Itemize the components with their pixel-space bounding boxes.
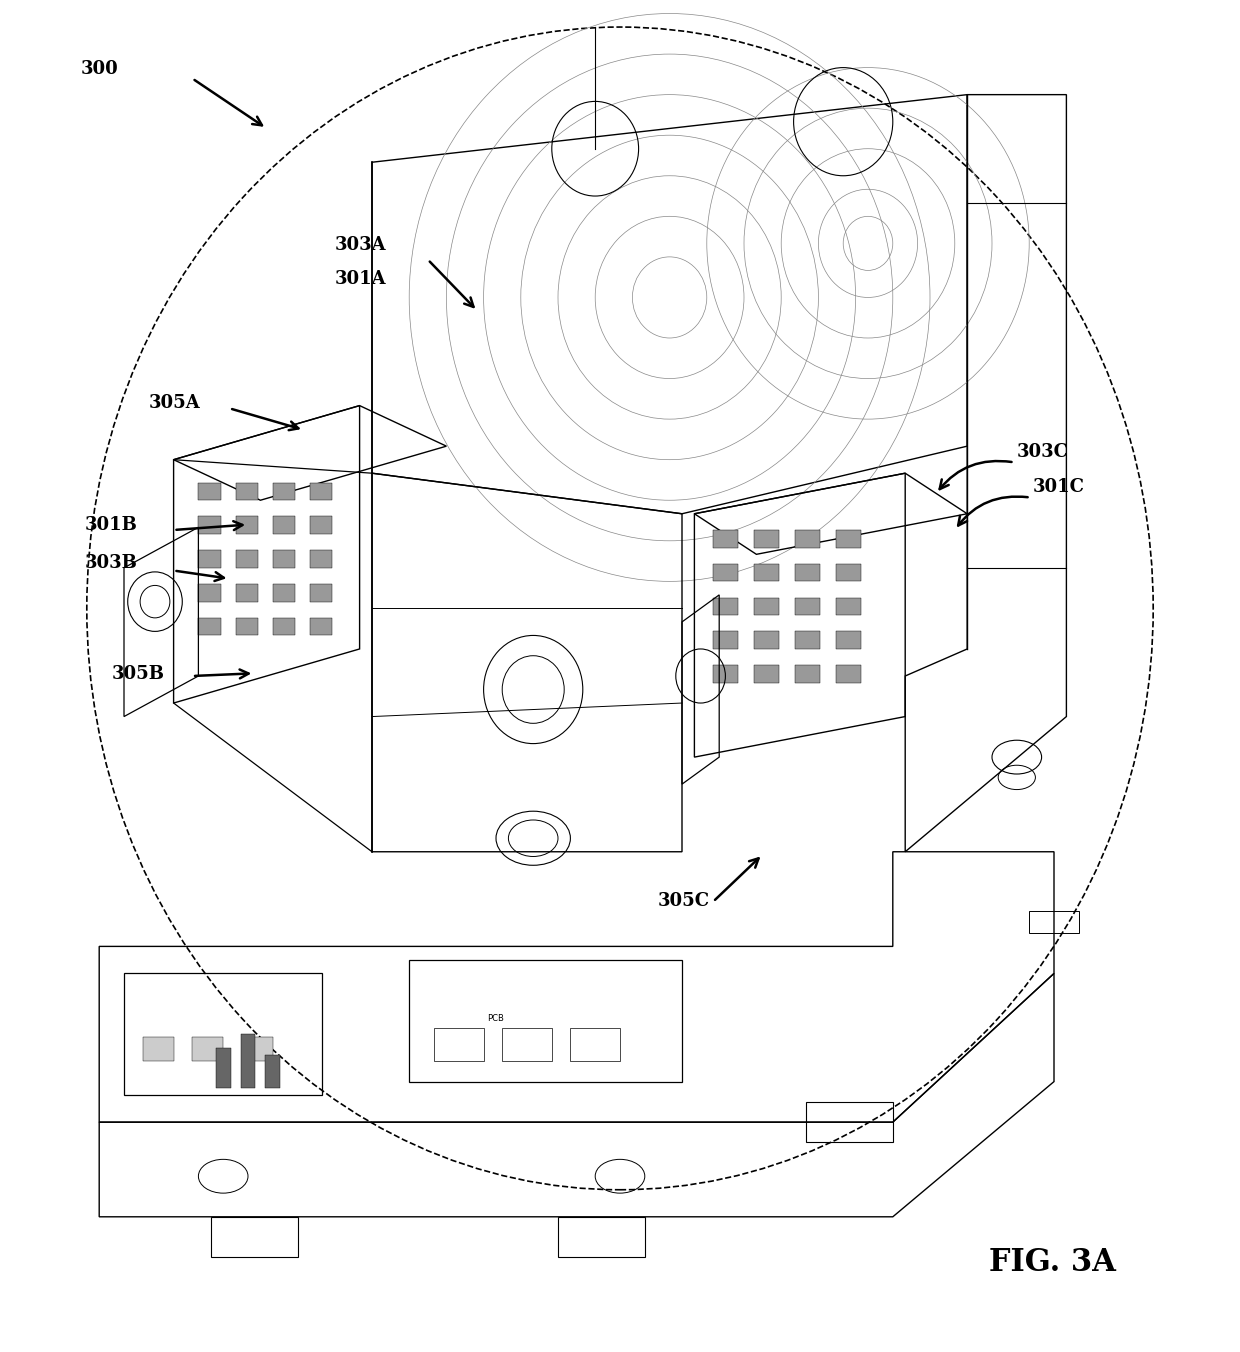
Bar: [795, 665, 820, 683]
Bar: [754, 631, 779, 649]
Bar: [211, 1217, 298, 1257]
Bar: [198, 483, 221, 500]
Bar: [310, 618, 332, 635]
Text: 305B: 305B: [112, 665, 165, 683]
Bar: [198, 516, 221, 534]
Bar: [754, 665, 779, 683]
Bar: [310, 516, 332, 534]
Text: 303A: 303A: [335, 237, 387, 254]
Bar: [754, 530, 779, 548]
Bar: [570, 1028, 620, 1061]
Text: 301B: 301B: [84, 516, 138, 534]
Bar: [192, 1037, 223, 1061]
Text: 303B: 303B: [84, 554, 138, 572]
Bar: [273, 516, 295, 534]
Bar: [795, 530, 820, 548]
Bar: [836, 665, 861, 683]
Bar: [236, 550, 258, 568]
Bar: [242, 1037, 273, 1061]
Bar: [265, 1055, 280, 1088]
Bar: [143, 1037, 174, 1061]
Bar: [198, 550, 221, 568]
Bar: [795, 631, 820, 649]
Text: 303C: 303C: [1017, 443, 1069, 461]
Bar: [713, 564, 738, 581]
Text: 301C: 301C: [1033, 479, 1085, 496]
Bar: [806, 1102, 893, 1142]
Bar: [273, 618, 295, 635]
Bar: [713, 665, 738, 683]
Bar: [836, 631, 861, 649]
Bar: [198, 584, 221, 602]
Bar: [713, 530, 738, 548]
Bar: [713, 598, 738, 615]
Bar: [310, 550, 332, 568]
Bar: [310, 483, 332, 500]
Bar: [216, 1048, 231, 1088]
Bar: [754, 564, 779, 581]
Text: 300: 300: [81, 61, 118, 78]
Bar: [502, 1028, 552, 1061]
Bar: [713, 631, 738, 649]
Bar: [273, 483, 295, 500]
Bar: [273, 550, 295, 568]
Bar: [434, 1028, 484, 1061]
Text: 305C: 305C: [657, 892, 709, 910]
Bar: [198, 618, 221, 635]
Bar: [236, 516, 258, 534]
Bar: [236, 483, 258, 500]
Bar: [273, 584, 295, 602]
Bar: [836, 564, 861, 581]
Bar: [558, 1217, 645, 1257]
Text: FIG. 3A: FIG. 3A: [990, 1247, 1116, 1278]
Bar: [310, 584, 332, 602]
Text: 305A: 305A: [149, 395, 201, 412]
Bar: [236, 584, 258, 602]
Bar: [795, 564, 820, 581]
Text: 301A: 301A: [335, 270, 387, 288]
Bar: [795, 598, 820, 615]
Bar: [1029, 911, 1079, 933]
Bar: [236, 618, 258, 635]
Bar: [241, 1034, 255, 1088]
Bar: [836, 598, 861, 615]
Bar: [836, 530, 861, 548]
Bar: [754, 598, 779, 615]
Text: PCB: PCB: [487, 1014, 505, 1022]
